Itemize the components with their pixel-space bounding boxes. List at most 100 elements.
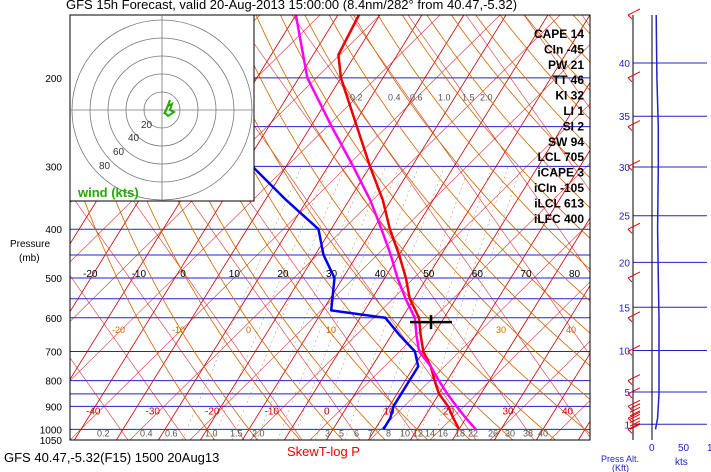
wind-barb <box>627 120 641 128</box>
mixing-ratio-tick-label: 16 <box>438 429 448 439</box>
wind-barb <box>627 387 641 395</box>
hodograph-trace <box>163 99 176 118</box>
reference-diagonal <box>465 15 590 192</box>
dry-reference-line <box>670 15 711 440</box>
mixing-ratio-tick-label: 8 <box>386 429 391 439</box>
wind-barb <box>627 159 641 167</box>
temperature-tick-label: 40 <box>375 269 387 280</box>
isotherm-line <box>0 15 2 440</box>
index-ilfc: iLFC 400 <box>534 212 584 226</box>
reference-diagonal <box>0 15 12 440</box>
temperature-tick-label: -40 <box>86 406 101 417</box>
wind-barb-flag <box>627 14 633 20</box>
isotherm-line <box>452 217 590 440</box>
mixing-ratio-tick-label: 0.2 <box>97 429 110 439</box>
wind-barb <box>629 413 641 420</box>
reference-diagonal <box>523 15 590 110</box>
dry-reference-line <box>249 103 590 440</box>
hodograph-ring-label: 80 <box>99 161 111 172</box>
wind-barb-flag <box>627 393 633 399</box>
press-alt-tick-label: 40 <box>619 59 631 70</box>
press-alt-tick-label: 5 <box>624 388 630 399</box>
pressure-tick-label: 1000 <box>40 425 63 436</box>
chart-name-label: SkewT-log P <box>287 444 360 459</box>
press-alt-tick-label: 10 <box>619 346 631 357</box>
theta-tick-label: 30 <box>496 325 506 335</box>
wind-barb <box>627 411 641 419</box>
pressure-tick-label: 900 <box>45 402 62 413</box>
wind-barb <box>629 403 641 410</box>
index-lcl: LCL 705 <box>538 150 585 164</box>
mixing-ratio-tick-label: 7 <box>368 429 373 439</box>
temperature-tick-label: 20 <box>443 406 455 417</box>
pressure-tick-label: 600 <box>45 314 62 325</box>
dry-reference-line <box>70 15 441 382</box>
mixing-ratio-tick-label: 18 <box>455 429 465 439</box>
press-alt-tick-label: 15 <box>619 303 631 314</box>
reference-diagonal <box>233 15 535 440</box>
pressure-tick-label: 800 <box>45 377 62 388</box>
wind-barb <box>629 420 641 427</box>
series-parcel <box>294 15 477 431</box>
mixing-ratio-tick-label: 5 <box>339 429 344 439</box>
index-si: SI 2 <box>563 119 585 133</box>
dry-adiabat <box>206 15 514 440</box>
temperature-tick-labels: -20 -10 0 10 20 30 40 50 60 70 80-40 -30 -20 -10 0 10 20… <box>83 93 581 439</box>
temperature-tick-label: 50 <box>423 269 435 280</box>
isotherm-line <box>326 15 590 440</box>
press-alt-tick-label: 35 <box>619 112 631 123</box>
mixing-ratio-line <box>399 166 493 440</box>
dry-reference-line <box>70 15 381 322</box>
mixing-ratio-tick-label: 10 <box>400 429 410 439</box>
mixing-ratio-tick-label: 22 <box>468 429 478 439</box>
press-alt-unit: (Kft) <box>612 463 629 472</box>
wind-unit-label: kts <box>675 457 688 468</box>
pressure-tick-label: 200 <box>45 74 62 85</box>
isotherm-line <box>410 149 590 440</box>
chart-title: GFS 15h Forecast, valid 20-Aug-2013 15:0… <box>66 0 517 12</box>
temperature-tick-label: -10 <box>265 406 280 417</box>
y-axis-label: Pressure <box>10 239 50 250</box>
mixing-ratio-tick-label: 0.4 <box>140 429 153 439</box>
mixing-ratio-line <box>212 166 329 440</box>
mixing-ratio-line <box>315 166 419 440</box>
temperature-tick-label: 40 <box>562 406 574 417</box>
reference-diagonal <box>70 275 187 440</box>
reference-diagonal <box>291 15 590 438</box>
isotherm-line <box>0 15 44 440</box>
mixing-ratio-tick-label: 40 <box>538 429 548 439</box>
theta-tick-label: -10 <box>172 325 185 335</box>
dry-adiabat <box>304 15 590 367</box>
isotherm-line <box>242 15 507 440</box>
pressure-tick-label: 700 <box>45 347 62 358</box>
mixing-ratio-tick-label: 2.0 <box>480 93 493 103</box>
dry-reference-line <box>489 340 590 440</box>
index-icape: iCAPE 3 <box>537 166 584 180</box>
reference-diagonal <box>407 15 590 274</box>
wind-barb-flag <box>627 77 633 83</box>
pressure-tick-label: 300 <box>45 162 62 173</box>
reference-diagonal <box>581 15 590 27</box>
dry-adiabat <box>499 15 590 120</box>
press-alt-tick-label: 30 <box>619 163 631 174</box>
wind-barb-flag <box>627 126 633 131</box>
dry-adiabat <box>280 15 590 400</box>
wind-barb <box>627 8 641 16</box>
wind-barb <box>627 344 641 352</box>
dry-adiabat <box>426 15 590 209</box>
press-alt-tick-label: 1 <box>624 420 630 431</box>
dry-reference-line <box>129 15 561 440</box>
dry-adiabat <box>598 15 711 440</box>
hodograph-label: wind (kts) <box>77 185 139 200</box>
reference-diagonal <box>349 15 590 356</box>
wind-barb <box>627 71 641 79</box>
mixing-ratio-tick-label: 1.5 <box>230 429 243 439</box>
pressure-tick-label: 1050 <box>40 436 63 447</box>
temperature-tick-label: 70 <box>520 269 532 280</box>
dry-reference-line <box>189 44 590 440</box>
mixing-ratio-tick-label: 6 <box>354 429 359 439</box>
dry-adiabat <box>353 15 590 302</box>
